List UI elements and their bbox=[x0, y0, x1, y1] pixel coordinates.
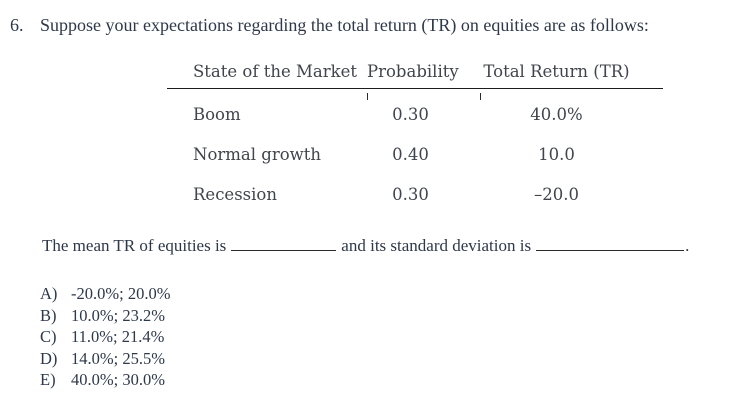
table-row-recession: Recession 0.30 –20.0 bbox=[167, 174, 663, 214]
expected-return-table: State of the Market Probability Total Re… bbox=[167, 62, 663, 214]
table-header-row: State of the Market Probability Total Re… bbox=[167, 62, 663, 89]
std-deviation-blank bbox=[536, 234, 685, 251]
choice-text: 14.0%; 25.5% bbox=[71, 348, 165, 368]
choice-a: A) -20.0%; 20.0% bbox=[40, 283, 170, 305]
choice-label: B) bbox=[40, 305, 57, 325]
cell-probability: 0.30 bbox=[392, 184, 429, 204]
choice-label: C) bbox=[40, 327, 57, 346]
choice-text: 11.0%; 21.4% bbox=[71, 327, 165, 346]
fill-in-text-after: . bbox=[685, 236, 690, 255]
choice-b: B) 10.0%; 23.2% bbox=[40, 305, 170, 327]
fill-in-text-before: The mean TR of equities is bbox=[42, 236, 227, 255]
question-text: Suppose your expectations regarding the … bbox=[40, 15, 649, 35]
choice-text: 40.0%; 30.0% bbox=[71, 370, 165, 389]
cell-state: Boom bbox=[193, 104, 241, 124]
cell-state: Normal growth bbox=[193, 144, 322, 164]
question-number: 6. bbox=[10, 15, 24, 35]
table-row-boom: Boom 0.30 40.0% bbox=[167, 94, 663, 134]
header-cell-state: State of the Market bbox=[193, 62, 357, 81]
table-body: Boom 0.30 40.0% Normal growth 0.40 10.0 … bbox=[167, 89, 663, 214]
header-cell-probability: Probability bbox=[367, 62, 459, 81]
choice-e: E) 40.0%; 30.0% bbox=[40, 369, 170, 391]
choice-c: C) 11.0%; 21.4% bbox=[40, 326, 170, 348]
choice-d: D) 14.0%; 25.5% bbox=[40, 348, 170, 370]
cell-state: Recession bbox=[193, 184, 277, 204]
cell-probability: 0.40 bbox=[392, 144, 429, 164]
cell-total-return: 40.0% bbox=[530, 104, 583, 124]
header-cell-total-return: Total Return (TR) bbox=[483, 62, 630, 81]
question-line: 6. Suppose your expectations regarding th… bbox=[10, 13, 649, 37]
choice-label: A) bbox=[40, 284, 58, 303]
choice-label: D) bbox=[40, 348, 58, 368]
cell-total-return: –20.0 bbox=[534, 184, 579, 204]
table-row-normal-growth: Normal growth 0.40 10.0 bbox=[167, 134, 663, 174]
cell-total-return: 10.0 bbox=[538, 144, 575, 164]
column-divider bbox=[367, 93, 368, 100]
choice-text: 10.0%; 23.2% bbox=[71, 305, 165, 325]
fill-in-sentence: The mean TR of equities is and its standa… bbox=[42, 234, 689, 257]
answer-choices: A) -20.0%; 20.0% B) 10.0%; 23.2% C) 11.0%; … bbox=[40, 283, 170, 391]
cell-probability: 0.30 bbox=[392, 104, 429, 124]
column-divider bbox=[480, 93, 481, 100]
choice-text: -20.0%; 20.0% bbox=[71, 284, 171, 303]
choice-label: E) bbox=[40, 370, 56, 389]
mean-blank bbox=[231, 234, 337, 251]
fill-in-text-between: and its standard deviation is bbox=[341, 236, 532, 255]
